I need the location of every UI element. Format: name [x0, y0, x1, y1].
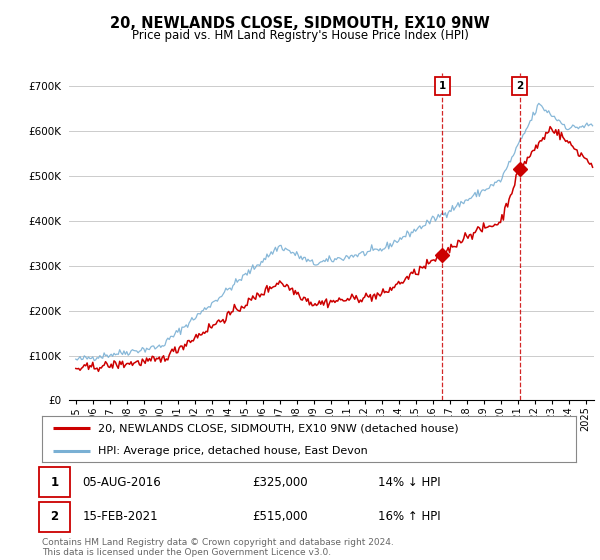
Text: £515,000: £515,000: [252, 510, 308, 524]
Text: 1: 1: [439, 81, 446, 91]
Text: 20, NEWLANDS CLOSE, SIDMOUTH, EX10 9NW: 20, NEWLANDS CLOSE, SIDMOUTH, EX10 9NW: [110, 16, 490, 31]
Text: 2: 2: [516, 81, 523, 91]
Text: 05-AUG-2016: 05-AUG-2016: [82, 475, 161, 489]
Text: 1: 1: [50, 475, 59, 489]
Text: £325,000: £325,000: [252, 475, 308, 489]
Text: 16% ↑ HPI: 16% ↑ HPI: [378, 510, 440, 524]
Text: 2: 2: [50, 510, 59, 524]
Text: Contains HM Land Registry data © Crown copyright and database right 2024.
This d: Contains HM Land Registry data © Crown c…: [42, 538, 394, 557]
Text: 15-FEB-2021: 15-FEB-2021: [82, 510, 158, 524]
Text: HPI: Average price, detached house, East Devon: HPI: Average price, detached house, East…: [98, 446, 368, 456]
Text: 20, NEWLANDS CLOSE, SIDMOUTH, EX10 9NW (detached house): 20, NEWLANDS CLOSE, SIDMOUTH, EX10 9NW (…: [98, 423, 458, 433]
Text: 14% ↓ HPI: 14% ↓ HPI: [378, 475, 440, 489]
Text: Price paid vs. HM Land Registry's House Price Index (HPI): Price paid vs. HM Land Registry's House …: [131, 29, 469, 42]
